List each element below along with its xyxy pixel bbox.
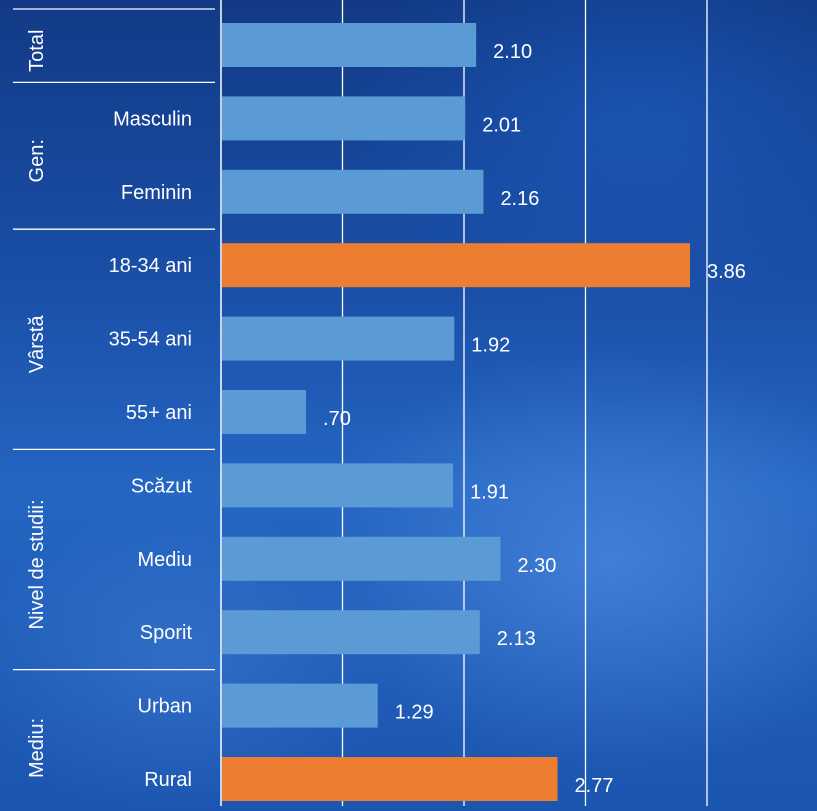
bar-9	[222, 683, 378, 728]
category-label-3: 18-34 ani	[109, 255, 192, 277]
bar-5	[222, 390, 307, 434]
group-label-2: Vârstă	[26, 315, 48, 374]
bar-3	[222, 243, 690, 288]
value-label-0: 2.10	[493, 41, 532, 63]
category-label-5: 55+ ani	[126, 402, 192, 424]
category-label-7: Mediu	[138, 549, 192, 571]
value-label-4: 1.92	[471, 335, 510, 357]
category-label-6: Scăzut	[131, 475, 193, 497]
value-label-9: 1.29	[395, 702, 434, 724]
category-label-8: Sporit	[140, 622, 193, 644]
value-label-6: 1.91	[470, 481, 509, 503]
group-label-3: Nivel de studii:	[26, 499, 48, 629]
value-label-7: 2.30	[517, 555, 556, 577]
bar-2	[222, 169, 484, 214]
bar-7	[222, 536, 501, 581]
group-label-1: Gen:	[26, 139, 48, 182]
bar-8	[222, 610, 480, 655]
category-label-2: Feminin	[121, 182, 192, 204]
value-label-3: 3.86	[707, 261, 746, 283]
bar-4	[222, 316, 455, 361]
category-label-10: Rural	[144, 769, 192, 791]
bar-0	[222, 23, 477, 67]
bar-10	[222, 757, 558, 801]
category-label-1: Masculin	[113, 108, 192, 130]
value-label-10: 2.77	[575, 775, 614, 797]
value-label-1: 2.01	[482, 114, 521, 136]
category-label-9: Urban	[138, 696, 192, 718]
bar-1	[222, 96, 466, 141]
bar-6	[222, 463, 454, 508]
value-label-5: .70	[323, 408, 351, 430]
category-label-4: 35-54 ani	[109, 329, 192, 351]
group-label-0: Total	[26, 30, 48, 72]
group-label-4: Mediu:	[26, 718, 48, 778]
value-label-2: 2.16	[500, 188, 539, 210]
value-label-8: 2.13	[497, 628, 536, 650]
